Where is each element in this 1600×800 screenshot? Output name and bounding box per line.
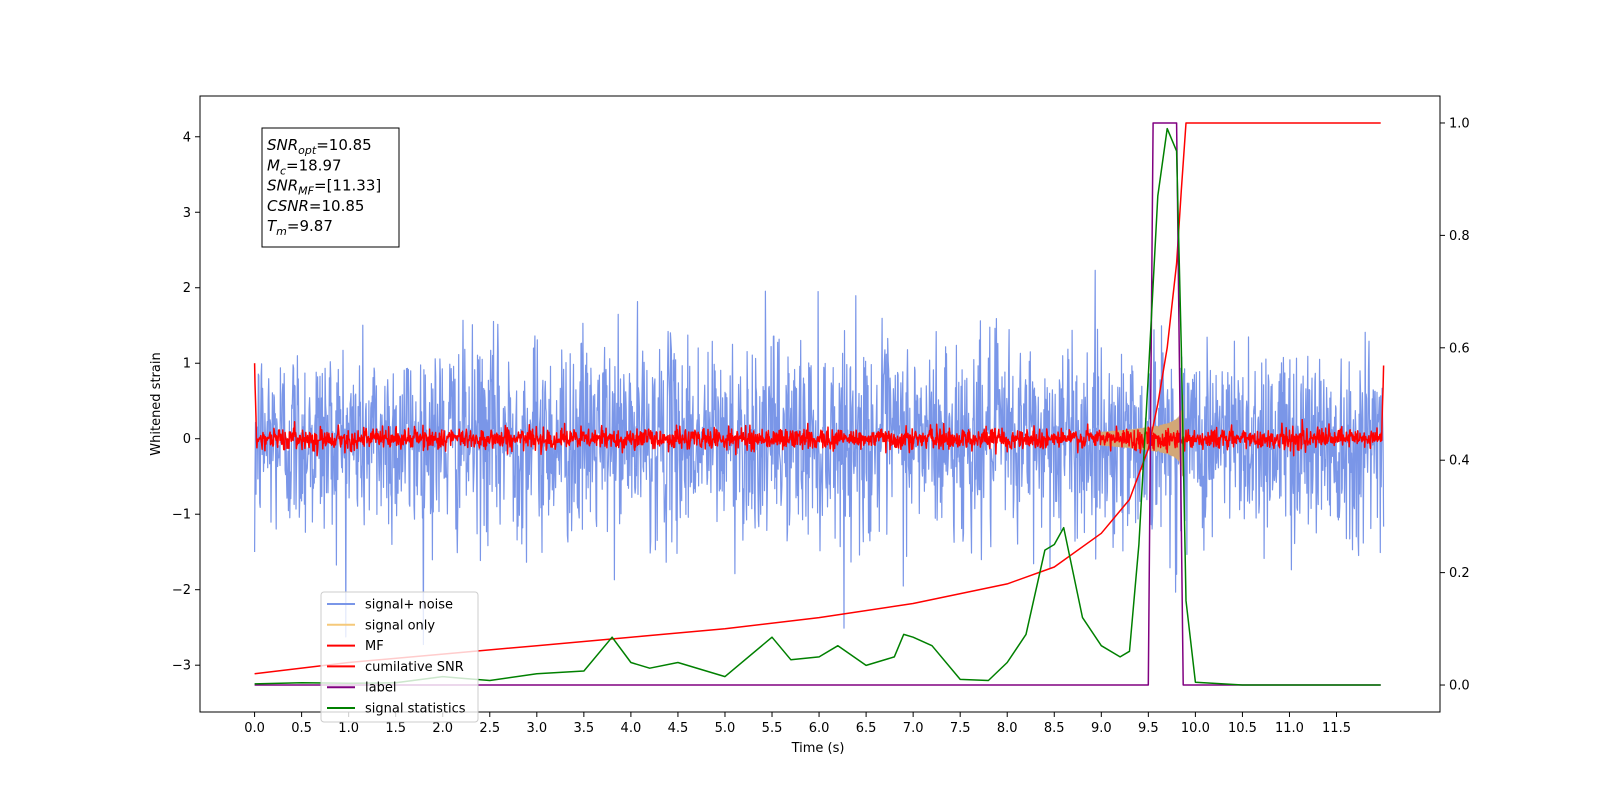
x-tick-label: 1.0 [338, 721, 359, 736]
series-signal-noise-line [254, 269, 1385, 646]
x-tick-label: 8.0 [997, 721, 1018, 736]
x-tick-label: 6.0 [809, 721, 830, 736]
x-tick-label: 11.5 [1322, 721, 1351, 736]
annotation-box: SNRopt=10.85Mc=18.97SNRMF=[11.33]CSNR=10… [261, 127, 400, 248]
y-tick-label: −2 [172, 583, 191, 598]
annotation-m-c: Mc=18.97 [267, 156, 342, 177]
x-tick-label: 3.0 [526, 721, 547, 736]
annotation-frame [261, 127, 400, 248]
series-signal-statistics-line [254, 127, 1381, 686]
x-tick-label: 2.5 [479, 721, 500, 736]
y-tick-label: −3 [172, 659, 191, 674]
x-tick-label: 1.5 [385, 721, 406, 736]
x-tick-label: 8.5 [1044, 721, 1065, 736]
y-tick-label: 2 [183, 281, 191, 296]
x-tick-label: 2.0 [432, 721, 453, 736]
legend-label-mf: MF [365, 639, 384, 654]
x-tick-label: 4.5 [668, 721, 689, 736]
y-tick-label: 3 [183, 206, 191, 221]
x-tick-label: 7.5 [950, 721, 971, 736]
y-axis-label: Whitened strain [149, 352, 164, 455]
x-tick-label: 3.5 [574, 721, 595, 736]
y-tick-label: 0 [183, 432, 191, 447]
x-tick-label: 5.0 [715, 721, 736, 736]
x-tick-label: 11.0 [1275, 721, 1304, 736]
legend-label-signal-only: signal only [365, 618, 435, 633]
x-tick-label: 7.0 [903, 721, 924, 736]
x-tick-label: 4.0 [621, 721, 642, 736]
legend-label-signal-noise: signal+ noise [365, 598, 453, 613]
y2-tick-label: 0.0 [1449, 679, 1470, 694]
plot-frame [199, 95, 1441, 713]
series-mf-line [253, 363, 1385, 457]
x-tick-label: 9.0 [1091, 721, 1112, 736]
y2-tick-label: 0.2 [1449, 566, 1470, 581]
x-tick-label: 0.0 [244, 721, 265, 736]
annotation-snr-opt: SNRopt=10.85 [267, 136, 372, 157]
x-tick-label: 5.5 [762, 721, 783, 736]
series-cumilative-snr-line [254, 122, 1381, 675]
legend-label-signal-statistics: signal statistics [365, 702, 466, 717]
y-tick-label: −1 [172, 508, 191, 523]
annotation-csnr: CSNR=10.85 [267, 197, 364, 215]
x-tick-label: 6.5 [856, 721, 877, 736]
y2-tick-label: 0.8 [1449, 229, 1470, 244]
x-axis-label: Time (s) [791, 741, 845, 756]
legend-label-label: label [365, 681, 396, 696]
x-tick-label: 10.5 [1228, 721, 1257, 736]
annotation-snr-mf: SNRMF=[11.33] [267, 177, 381, 198]
y2-tick-label: 0.4 [1449, 454, 1470, 469]
y2-tick-label: 1.0 [1449, 116, 1470, 131]
y-tick-label: 4 [183, 130, 191, 145]
y2-tick-label: 0.6 [1449, 341, 1470, 356]
legend-label-cumilative-snr: cumilative SNR [365, 660, 464, 675]
annotation-t-m: Tm=9.87 [267, 217, 333, 238]
x-tick-label: 10.0 [1181, 721, 1210, 736]
legend-frame [320, 591, 479, 723]
x-tick-label: 0.5 [291, 721, 312, 736]
series-label-line [254, 122, 1381, 686]
x-tick-label: 9.5 [1138, 721, 1159, 736]
legend: signal+ noise signal only MF cumilative SNR… [320, 591, 479, 723]
y-tick-label: 1 [183, 357, 191, 372]
